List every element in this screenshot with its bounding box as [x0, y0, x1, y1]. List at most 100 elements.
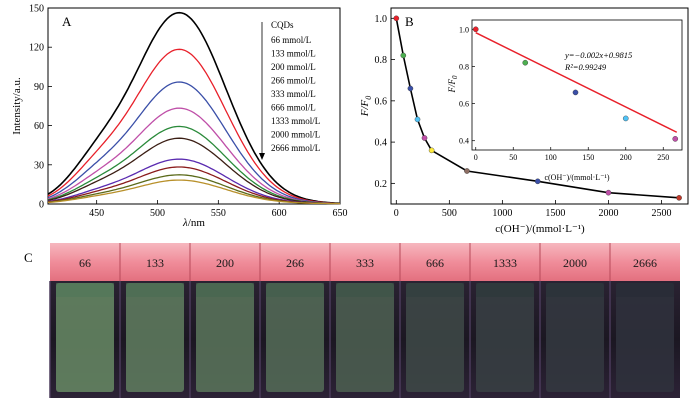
legend-entry: 2000 mmol/L [271, 130, 320, 140]
panel-a-curves [47, 11, 341, 205]
a-ytick-label: 90 [34, 82, 44, 93]
a-ytick-label: 0 [39, 200, 44, 211]
b-data-point [676, 195, 682, 201]
inset-data-point [522, 59, 529, 66]
a-ytick-label: 150 [29, 4, 44, 15]
a-ytick-label: 60 [34, 121, 44, 132]
b-data-point [393, 15, 400, 22]
spectrum-line [47, 137, 341, 205]
b-data-point [421, 135, 428, 141]
a-ytick-label: 30 [34, 160, 44, 171]
vial [56, 283, 114, 392]
vial-top-glow [546, 283, 604, 297]
panel-b-ylabel: F/F0 [359, 96, 373, 118]
panel-b-plot [393, 15, 682, 201]
a-xtick-label: 450 [89, 208, 104, 219]
vial-top-glow [406, 283, 464, 297]
b-series-line [395, 18, 680, 199]
vial-top-glow [616, 283, 674, 297]
spectrum-line [47, 48, 340, 204]
vial-label: 2000 [563, 256, 587, 270]
vial-label: 333 [356, 256, 374, 270]
legend-title: CQDs [271, 20, 294, 30]
inset-r2: R²=0.99249 [564, 62, 607, 72]
vial-label: 666 [426, 256, 444, 270]
b-ytick-label: 1.0 [375, 14, 388, 25]
vial [476, 283, 534, 392]
spectrum-line [47, 179, 341, 205]
legend-entry: 266 mmol/L [271, 76, 316, 86]
b-xtick-label: 1000 [492, 208, 512, 219]
i-ytick-label: 1.0 [459, 25, 469, 34]
i-xtick-label: 200 [620, 153, 632, 162]
vial-label: 133 [146, 256, 164, 270]
a-ytick-label: 120 [29, 43, 44, 54]
b-data-point [400, 52, 407, 59]
b-ylabel-sub: 0 [364, 96, 373, 100]
vial [196, 283, 254, 392]
i-ytick-label: 0.6 [459, 100, 469, 109]
vial-label: 2666 [633, 256, 657, 270]
vial-label: 266 [286, 256, 304, 270]
panel-b-letter: B [405, 14, 414, 29]
panel-c-letter: C [24, 250, 33, 265]
inset-ylabel-sub: 0 [451, 75, 459, 79]
panel-a-frame [47, 7, 341, 205]
legend-entry: 2666 mmol/L [271, 143, 320, 153]
vial-top-glow [196, 283, 254, 297]
label-strip [50, 243, 680, 281]
vial-top-glow [336, 283, 394, 297]
vial-label: 200 [216, 256, 234, 270]
inset-data-point [672, 136, 679, 142]
b-data-point [464, 168, 470, 174]
vial [266, 283, 324, 392]
panel-b-frame [390, 7, 689, 205]
legend-entry: 133 mmol/L [271, 49, 316, 59]
panel-a-legend: CQDs 66 mmol/L 133 mmol/L 200 mmol/L 266 mm… [259, 20, 320, 160]
b-data-point [428, 147, 435, 154]
inset-ylabel-den: F [447, 78, 457, 85]
legend-entry: 66 mmol/L [271, 35, 311, 45]
b-ylabel-den: F [359, 99, 371, 107]
vial-label: 1333 [493, 256, 517, 270]
panel-a-letter: A [62, 14, 72, 29]
b-data-point [534, 178, 541, 185]
a-xtick-label: 600 [272, 208, 287, 219]
a-xtick-label: 650 [333, 208, 348, 219]
panel-b-xlabel: c(OH⁻)/(mmol·L⁻¹) [495, 223, 585, 235]
b-ylabel-num: F [359, 109, 371, 117]
legend-entry: 333 mmol/L [271, 89, 316, 99]
vial-top-glow [476, 283, 534, 297]
inset-plot [472, 26, 679, 142]
i-xtick-label: 50 [509, 153, 517, 162]
b-data-point [605, 189, 612, 196]
vial [406, 283, 464, 392]
inset-ylabel: F/F0 [447, 75, 459, 94]
vial [546, 283, 604, 392]
legend-entry: 200 mmol/L [271, 62, 316, 72]
spectrum-line [47, 107, 341, 205]
i-xtick-label: 0 [474, 153, 478, 162]
b-xtick-label: 500 [442, 208, 457, 219]
panel-a-ylabel: Intensity/a.u. [11, 77, 23, 135]
spectrum-line [47, 11, 341, 204]
i-xtick-label: 150 [582, 153, 594, 162]
b-xtick-label: 0 [394, 208, 399, 219]
spectrum-line [47, 81, 340, 204]
i-ytick-label: 0.8 [459, 62, 469, 71]
legend-arrow-head [259, 153, 265, 160]
vial-label: 66 [79, 256, 91, 270]
inset-data-point [622, 115, 629, 122]
vial-top-glow [56, 283, 114, 297]
b-data-point [407, 85, 414, 92]
panel-a-axes: 450 500 550 600 650 0 30 60 90 120 150 [29, 4, 348, 220]
vial [336, 283, 394, 392]
panel-c-photo: 66 133 200 266 333 666 1333 2000 2666 [49, 243, 680, 398]
inset-axes: 0 50 100 150 200 250 0.4 0.6 0.8 1.0 [459, 25, 669, 162]
b-ytick-label: 0.8 [375, 55, 388, 66]
a-xtick-label: 550 [211, 208, 226, 219]
inset-xlabel: c(OH⁻)/(mmol·L⁻¹) [544, 173, 609, 182]
inset-fit-line [475, 32, 678, 133]
